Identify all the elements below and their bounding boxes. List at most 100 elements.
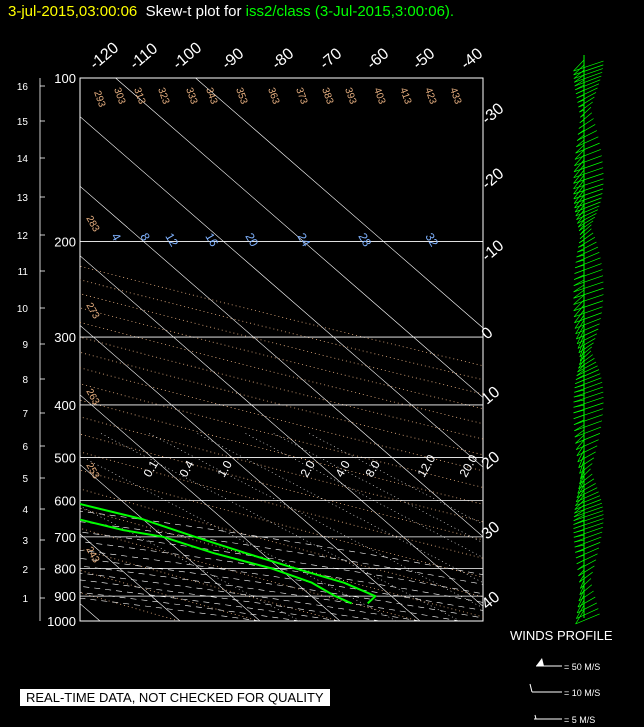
wind-barb-flag [573, 306, 603, 318]
mixing-ratio-label: 4.0 [332, 458, 353, 480]
isotherm-line [80, 464, 261, 621]
wind-barb [579, 579, 585, 589]
wind-key-50-flag [536, 658, 544, 666]
wind-barb-flag [573, 178, 604, 190]
wind-barb-flag [574, 536, 602, 548]
wind-barb [575, 489, 585, 502]
dry-adiabat-label: 383 [319, 86, 335, 106]
wind-barb-flag [578, 220, 594, 232]
wind-barb [578, 359, 585, 369]
mixing-ratio-label: 2.0 [297, 458, 318, 480]
dry-adiabat-label: 313 [131, 86, 147, 106]
height-tick-label: 13 [17, 193, 29, 204]
wind-barb [574, 429, 585, 438]
wind-barb [574, 314, 585, 329]
wind-barb-flag [574, 75, 602, 87]
wind-barb [575, 319, 585, 335]
wind-barb [578, 339, 585, 353]
wind-barb-flag [574, 502, 603, 514]
wind-barb [573, 69, 585, 79]
wind-barb-flag [578, 457, 595, 469]
dry-adiabat [80, 383, 483, 488]
moist-adiabat [80, 597, 261, 621]
dry-adiabat-label: 273 [83, 301, 101, 321]
wind-barb-flag [576, 130, 597, 141]
wind-barb-flag [573, 64, 604, 76]
height-tick-label: 4 [22, 505, 28, 516]
wind-barb [575, 439, 585, 450]
moist-adiabat [80, 572, 421, 621]
wind-barb-flag [580, 106, 592, 118]
dry-adiabat [80, 336, 483, 440]
wind-barb-flag [573, 396, 604, 408]
plot-title: 3-jul-2015,03:00:06 Skew-t plot for iss2… [8, 3, 454, 20]
height-tick-label: 1 [22, 594, 28, 605]
wind-key-50: = 50 M/S [564, 662, 601, 672]
wind-barb-flag [573, 300, 604, 312]
wind-barb-flag [575, 439, 599, 450]
height-tick-label: 10 [17, 304, 29, 315]
wind-barb-flag [573, 506, 603, 518]
dry-adiabat [80, 527, 419, 621]
wind-barb-flag [573, 294, 604, 305]
dry-adiabat [80, 416, 483, 523]
wind-barb-flag [574, 499, 602, 510]
wind-barb-flag [574, 318, 601, 329]
wind-barb-flag [579, 228, 592, 239]
moist-adiabat [80, 565, 461, 621]
wind-barb [576, 329, 585, 345]
wind-barb [578, 454, 585, 468]
wind-barb-flag [575, 373, 601, 384]
wind-barb [579, 574, 585, 583]
wind-barb [575, 609, 585, 625]
wind-barb [576, 324, 585, 340]
wind-barb [573, 294, 585, 305]
wind-barb [576, 444, 585, 457]
wind-barb-flag [574, 71, 603, 83]
wind-barb-flag [575, 613, 600, 625]
dry-adiabat [80, 548, 339, 621]
pressure-tick-label: 200 [54, 234, 76, 249]
wind-barb-flag [578, 478, 595, 490]
wind-barb-flag [579, 101, 593, 113]
temp-tick-top: -50 [410, 45, 439, 73]
pressure-tick-label: 400 [54, 398, 76, 413]
moist-adiabat [80, 531, 483, 595]
dry-adiabat-label: 343 [203, 86, 219, 106]
wind-barb [576, 209, 585, 220]
winds-profile-title: WINDS PROFILE [510, 628, 613, 643]
wind-barb-flag [579, 473, 593, 485]
dry-adiabat-label: 283 [83, 214, 101, 234]
height-tick-label: 6 [22, 442, 28, 453]
height-tick-label: 12 [17, 231, 29, 242]
wind-barb [580, 464, 585, 479]
wind-barb-flag [575, 433, 601, 444]
wind-barb [579, 354, 585, 365]
wind-barb-flag [574, 155, 602, 166]
wind-barb-flag [575, 547, 600, 559]
pressure-tick-label: 1000 [47, 614, 76, 629]
wind-barb-flag [577, 237, 595, 248]
wind-barb-flag [573, 408, 604, 420]
plot-frame [79, 77, 484, 622]
mixing-ratio-label: 20.0 [456, 452, 480, 480]
wind-barb-flag [573, 173, 604, 184]
wind-barb-flag [573, 183, 604, 195]
wind-barb [577, 449, 585, 463]
moist-adiabat [80, 510, 483, 576]
dry-adiabat-label: 373 [293, 86, 309, 106]
mixing-ratio-label: 20 [242, 231, 261, 250]
height-tick-label: 2 [22, 565, 28, 576]
title-source: iss2/class (3-Jul-2015,3:00:06). [245, 3, 455, 20]
wind-barb-flag [577, 241, 597, 253]
wind-barb [574, 309, 585, 323]
wind-barb-flag [576, 246, 599, 258]
wind-barb-flag [577, 213, 597, 224]
dry-adiabat-label: 263 [83, 387, 101, 407]
dry-adiabat-label: 363 [265, 86, 281, 106]
wind-key-10-barb [529, 683, 533, 693]
wind-barb-flag [578, 216, 595, 228]
dry-adiabat-label: 303 [111, 86, 127, 106]
height-tick-label: 8 [22, 375, 28, 386]
wind-barb-flag [573, 275, 604, 287]
